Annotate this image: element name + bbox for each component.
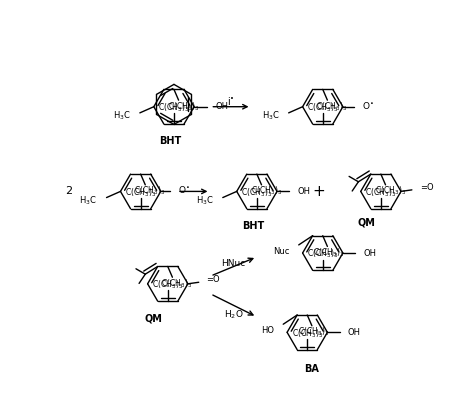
Text: O$^{•}$: O$^{•}$ [178,184,190,195]
Text: C(CH$_3$)$_3$: C(CH$_3$)$_3$ [317,100,347,113]
Text: C(CH$_3$)$_3$: C(CH$_3$)$_3$ [365,186,396,199]
Text: OH: OH [215,102,228,111]
Text: C(CH$_3$)$_3$: C(CH$_3$)$_3$ [307,248,338,260]
Text: BA: BA [304,364,319,374]
Text: Nuc: Nuc [273,246,290,255]
Text: H$_2$O: H$_2$O [224,308,244,321]
Text: QM: QM [145,313,163,324]
Text: C(CH$_3$)$_3$: C(CH$_3$)$_3$ [374,185,406,197]
Text: C(CH$_3$)$_3$: C(CH$_3$)$_3$ [241,186,273,199]
Text: C(CH$_3$)$_3$: C(CH$_3$)$_3$ [298,326,329,338]
Text: =O: =O [207,275,220,284]
Text: BHT: BHT [159,136,181,146]
Text: H$_3$C: H$_3$C [262,110,279,122]
Text: O$^{•}$: O$^{•}$ [362,100,374,111]
Text: HNuc: HNuc [221,259,246,268]
Text: C(CH$_3$)$_3$: C(CH$_3$)$_3$ [307,102,338,114]
Text: H$_3$C: H$_3$C [196,194,213,207]
Text: BHT: BHT [242,221,264,231]
Text: C(CH$_3$)$_3$: C(CH$_3$)$_3$ [158,102,190,114]
Text: C(CH$_3$)$_3$: C(CH$_3$)$_3$ [125,186,156,199]
Text: C(CH$_3$)$_3$: C(CH$_3$)$_3$ [292,327,323,340]
Text: H$_3$C: H$_3$C [113,110,130,122]
Text: =O: =O [419,183,433,192]
Text: C(CH$_3$)$_3$: C(CH$_3$)$_3$ [251,185,282,197]
Text: C(CH$_3$)$_3$: C(CH$_3$)$_3$ [134,185,165,197]
Text: C(CH$_3$)$_3$: C(CH$_3$)$_3$ [168,100,199,113]
Text: QM: QM [358,217,376,227]
Text: +: + [312,184,325,199]
Text: i$^{•}$: i$^{•}$ [228,95,235,108]
Text: 2: 2 [65,186,73,196]
Text: C(CH$_3$)$_3$: C(CH$_3$)$_3$ [313,246,345,259]
Text: OH: OH [347,328,361,337]
Text: C(CH$_3$)$_3$: C(CH$_3$)$_3$ [162,277,192,290]
Text: H$_3$C: H$_3$C [80,194,97,207]
Text: HO: HO [261,326,274,335]
Text: OH: OH [297,187,310,196]
Text: C(CH$_3$)$_3$: C(CH$_3$)$_3$ [152,279,183,291]
Text: OH: OH [363,248,376,257]
